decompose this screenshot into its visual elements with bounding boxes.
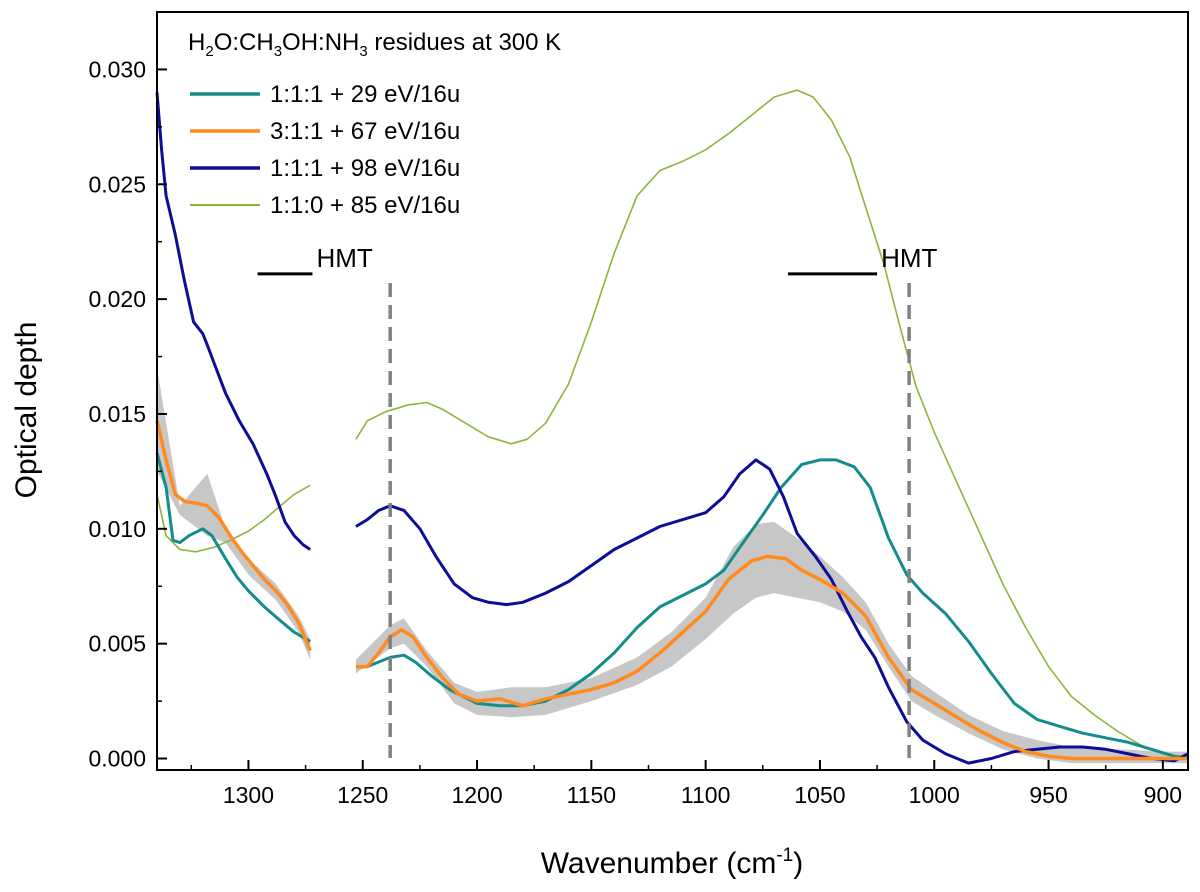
hmt-annotation-right: HMT: [787, 243, 938, 276]
hmt-label-right: HMT: [881, 243, 937, 273]
series-line-4-segment-1: [156, 484, 311, 553]
plot-frame: [156, 11, 1189, 771]
x-tick-label-1150: 1150: [567, 782, 616, 808]
series-line-1-segment-1: [155, 452, 311, 643]
x-tick-label-950: 950: [1029, 782, 1067, 808]
marker-layer: [388, 283, 911, 758]
x-tick-label-1200: 1200: [451, 782, 502, 808]
legend: 1:1:1 + 29 eV/16u 3:1:1 + 67 eV/16u 1:1:1 …: [190, 81, 460, 219]
y-tick-label-0.020: 0.020: [88, 286, 146, 312]
hmt-annotation-left: HMT: [257, 243, 373, 276]
y-tick-label-0.025: 0.025: [88, 171, 146, 197]
chart-title: H2O:CH3OH:NH3 residues at 300 K: [188, 29, 561, 60]
series-line-1-segment-2: [355, 458, 1189, 760]
series-layer: [155, 89, 1189, 765]
y-axis-label: Optical depth: [10, 322, 43, 499]
x-tick-label-1250: 1250: [337, 782, 388, 808]
y-tick-label-0.030: 0.030: [88, 56, 146, 82]
x-tick-label-1300: 1300: [223, 782, 274, 808]
y-tick-label-0.005: 0.005: [88, 631, 146, 657]
y-tick-label-0.000: 0.000: [88, 746, 146, 772]
series-line-2-segment-1: [155, 420, 312, 652]
hmt-label-left: HMT: [316, 243, 372, 273]
legend-label-1: 1:1:1 + 29 eV/16u: [270, 81, 460, 108]
legend-label-4: 1:1:0 + 85 eV/16u: [270, 192, 460, 219]
x-tick-label-1100: 1100: [681, 782, 730, 808]
series-line-3-segment-1: [155, 92, 312, 551]
noise-band-layer: [157, 368, 1188, 764]
x-tick-label-1050: 1050: [794, 782, 845, 808]
tick-layer: 1300 1250 1200 1150 1100 1050 1000 950 900 0.000 0…: [88, 56, 1182, 808]
legend-label-3: 1:1:1 + 98 eV/16u: [270, 155, 460, 182]
x-tick-label-1000: 1000: [909, 782, 960, 808]
y-tick-label-0.010: 0.010: [88, 516, 146, 542]
y-tick-label-0.015: 0.015: [88, 401, 146, 427]
noise-band: [355, 521, 1188, 764]
x-tick-label-900: 900: [1144, 782, 1182, 808]
x-axis-label: Wavenumber (cm-1): [541, 845, 804, 880]
series-line-2-segment-2: [355, 554, 1188, 761]
series-line-3-segment-2: [355, 458, 1189, 765]
series-line-4-segment-2: [355, 89, 1189, 760]
legend-label-2: 3:1:1 + 67 eV/16u: [270, 118, 460, 145]
